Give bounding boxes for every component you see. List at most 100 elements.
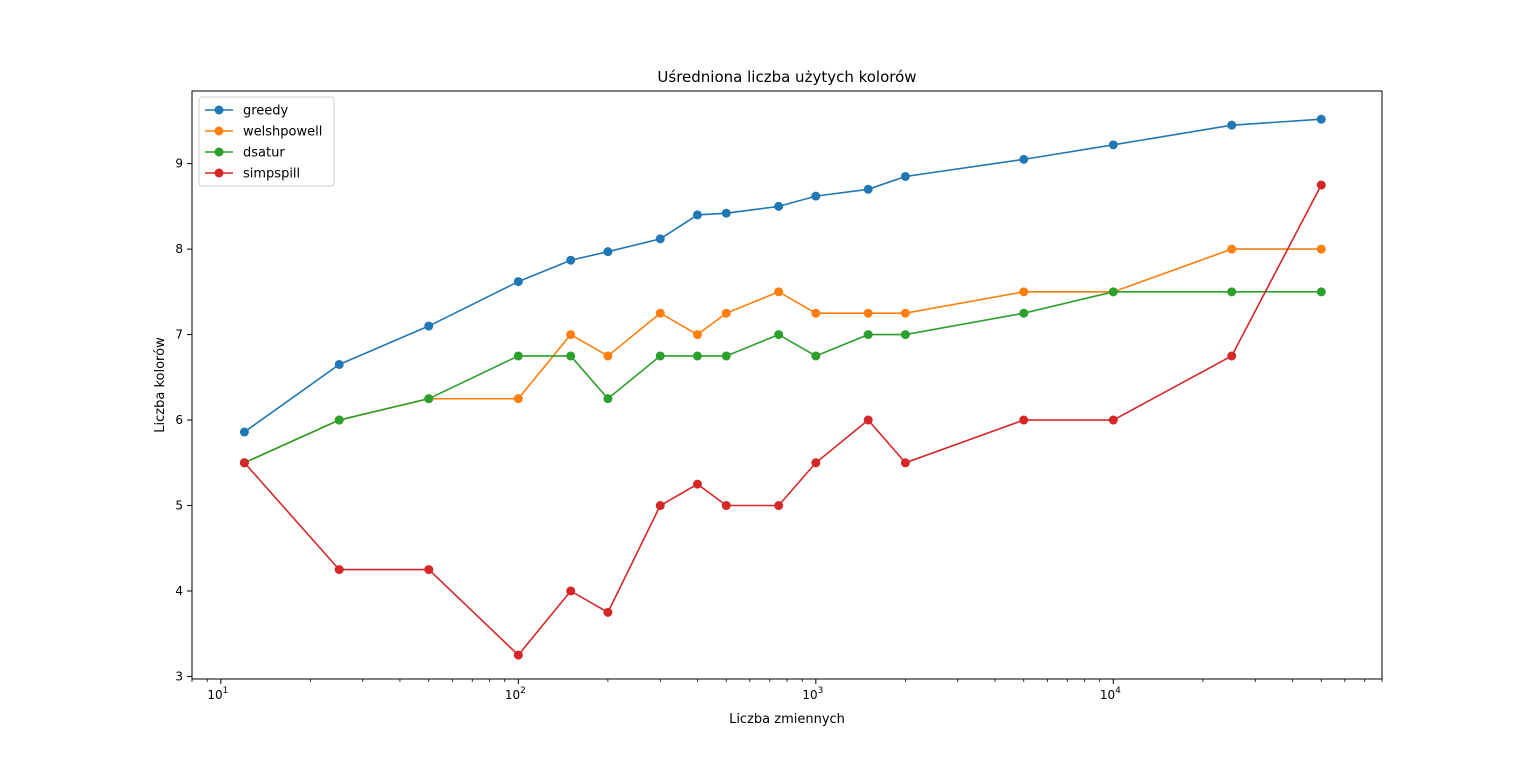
data-point-simpspill: [811, 458, 821, 468]
data-point-simpspill: [774, 501, 784, 511]
data-point-greedy: [1227, 120, 1237, 130]
plot-area: [191, 90, 1383, 680]
data-point-dsatur: [811, 351, 821, 361]
y-axis: 3 4 5 6 7 8 9: [175, 157, 192, 683]
data-point-welshpowell: [692, 330, 702, 340]
x-tick-label: 101: [207, 686, 228, 702]
legend-label: simpspill: [243, 167, 300, 182]
data-point-welshpowell: [774, 287, 784, 297]
data-point-simpspill: [655, 501, 665, 511]
data-point-simpspill: [566, 586, 576, 596]
data-point-dsatur: [1108, 287, 1118, 297]
series-line-dsatur: [244, 291, 1322, 464]
y-tick-label: 5: [175, 499, 183, 513]
x-axis: 101 102 103 104: [191, 679, 1383, 702]
series-simpspill: [239, 180, 1326, 660]
legend-box: [198, 96, 335, 187]
data-point-simpspill: [721, 501, 731, 511]
data-point-simpspill: [1019, 415, 1029, 425]
data-point-dsatur: [1316, 287, 1326, 297]
data-point-welshpowell: [603, 351, 613, 361]
data-point-dsatur: [900, 330, 910, 340]
legend-marker: [214, 168, 224, 178]
data-point-greedy: [811, 191, 821, 201]
legend-marker: [214, 126, 224, 136]
data-point-dsatur: [721, 351, 731, 361]
legend-item-welshpowell: welshpowell: [205, 125, 322, 140]
y-tick-label: 7: [175, 328, 183, 342]
y-axis-label: Liczba kolorów: [153, 337, 168, 433]
legend-item-dsatur: dsatur: [205, 146, 285, 161]
data-point-dsatur: [334, 415, 344, 425]
y-tick-label: 3: [175, 669, 183, 683]
data-point-simpspill: [900, 458, 910, 468]
legend-label: dsatur: [243, 146, 285, 161]
legend-marker: [214, 105, 224, 115]
data-point-greedy: [900, 171, 910, 181]
data-point-dsatur: [513, 351, 523, 361]
data-point-greedy: [334, 359, 344, 369]
x-axis-label: Liczba zmiennych: [729, 712, 845, 727]
data-point-greedy: [774, 201, 784, 211]
data-point-greedy: [603, 247, 613, 257]
data-point-welshpowell: [1227, 244, 1237, 254]
legend-label: welshpowell: [243, 125, 322, 140]
data-point-greedy: [424, 321, 434, 331]
series-greedy: [239, 114, 1326, 437]
data-point-simpspill: [1227, 351, 1237, 361]
series-line-simpspill: [243, 184, 1322, 657]
x-tick-label: 103: [802, 686, 823, 702]
data-point-dsatur: [692, 351, 702, 361]
data-point-welshpowell: [811, 308, 821, 318]
data-point-dsatur: [424, 394, 434, 404]
data-point-greedy: [655, 234, 665, 244]
data-point-simpspill: [513, 650, 523, 660]
data-point-greedy: [863, 184, 873, 194]
data-point-greedy: [1108, 140, 1118, 150]
legend-item-simpspill: simpspill: [205, 167, 300, 182]
data-point-simpspill: [603, 607, 613, 617]
data-point-greedy: [513, 277, 523, 287]
data-point-greedy: [566, 255, 576, 265]
data-point-dsatur: [863, 330, 873, 340]
data-point-welshpowell: [1019, 287, 1029, 297]
y-tick-label: 9: [175, 157, 183, 171]
chart-title: Uśredniona liczba użytych kolorów: [657, 68, 916, 86]
x-tick-label: 102: [505, 686, 526, 702]
data-point-welshpowell: [1316, 244, 1326, 254]
data-point-welshpowell: [513, 394, 523, 404]
y-tick-label: 4: [175, 584, 183, 598]
data-point-dsatur: [566, 351, 576, 361]
series-line-welshpowell: [244, 248, 1322, 464]
data-point-greedy: [1316, 114, 1326, 124]
series-dsatur: [239, 287, 1326, 468]
data-point-greedy: [239, 427, 249, 437]
y-tick-label: 6: [175, 413, 183, 427]
data-point-simpspill: [1316, 180, 1326, 190]
legend-item-greedy: greedy: [205, 104, 289, 119]
data-point-welshpowell: [655, 308, 665, 318]
data-point-simpspill: [863, 415, 873, 425]
data-point-simpspill: [239, 458, 249, 468]
data-point-simpspill: [424, 565, 434, 575]
legend: greedy welshpowell dsatur simpspill: [198, 96, 335, 187]
data-point-welshpowell: [900, 308, 910, 318]
plot-frame: [191, 90, 1383, 680]
series-layer: [239, 114, 1326, 660]
data-point-greedy: [1019, 154, 1029, 164]
series-welshpowell: [239, 244, 1326, 468]
data-point-simpspill: [334, 565, 344, 575]
data-point-dsatur: [1227, 287, 1237, 297]
data-point-greedy: [721, 208, 731, 218]
data-point-welshpowell: [566, 330, 576, 340]
data-point-greedy: [692, 210, 702, 220]
data-point-dsatur: [655, 351, 665, 361]
data-point-dsatur: [1019, 308, 1029, 318]
y-tick-label: 8: [175, 242, 183, 256]
data-point-simpspill: [1108, 415, 1118, 425]
data-point-dsatur: [603, 394, 613, 404]
legend-marker: [214, 147, 224, 157]
data-point-simpspill: [692, 479, 702, 489]
x-tick-label: 104: [1100, 686, 1121, 702]
